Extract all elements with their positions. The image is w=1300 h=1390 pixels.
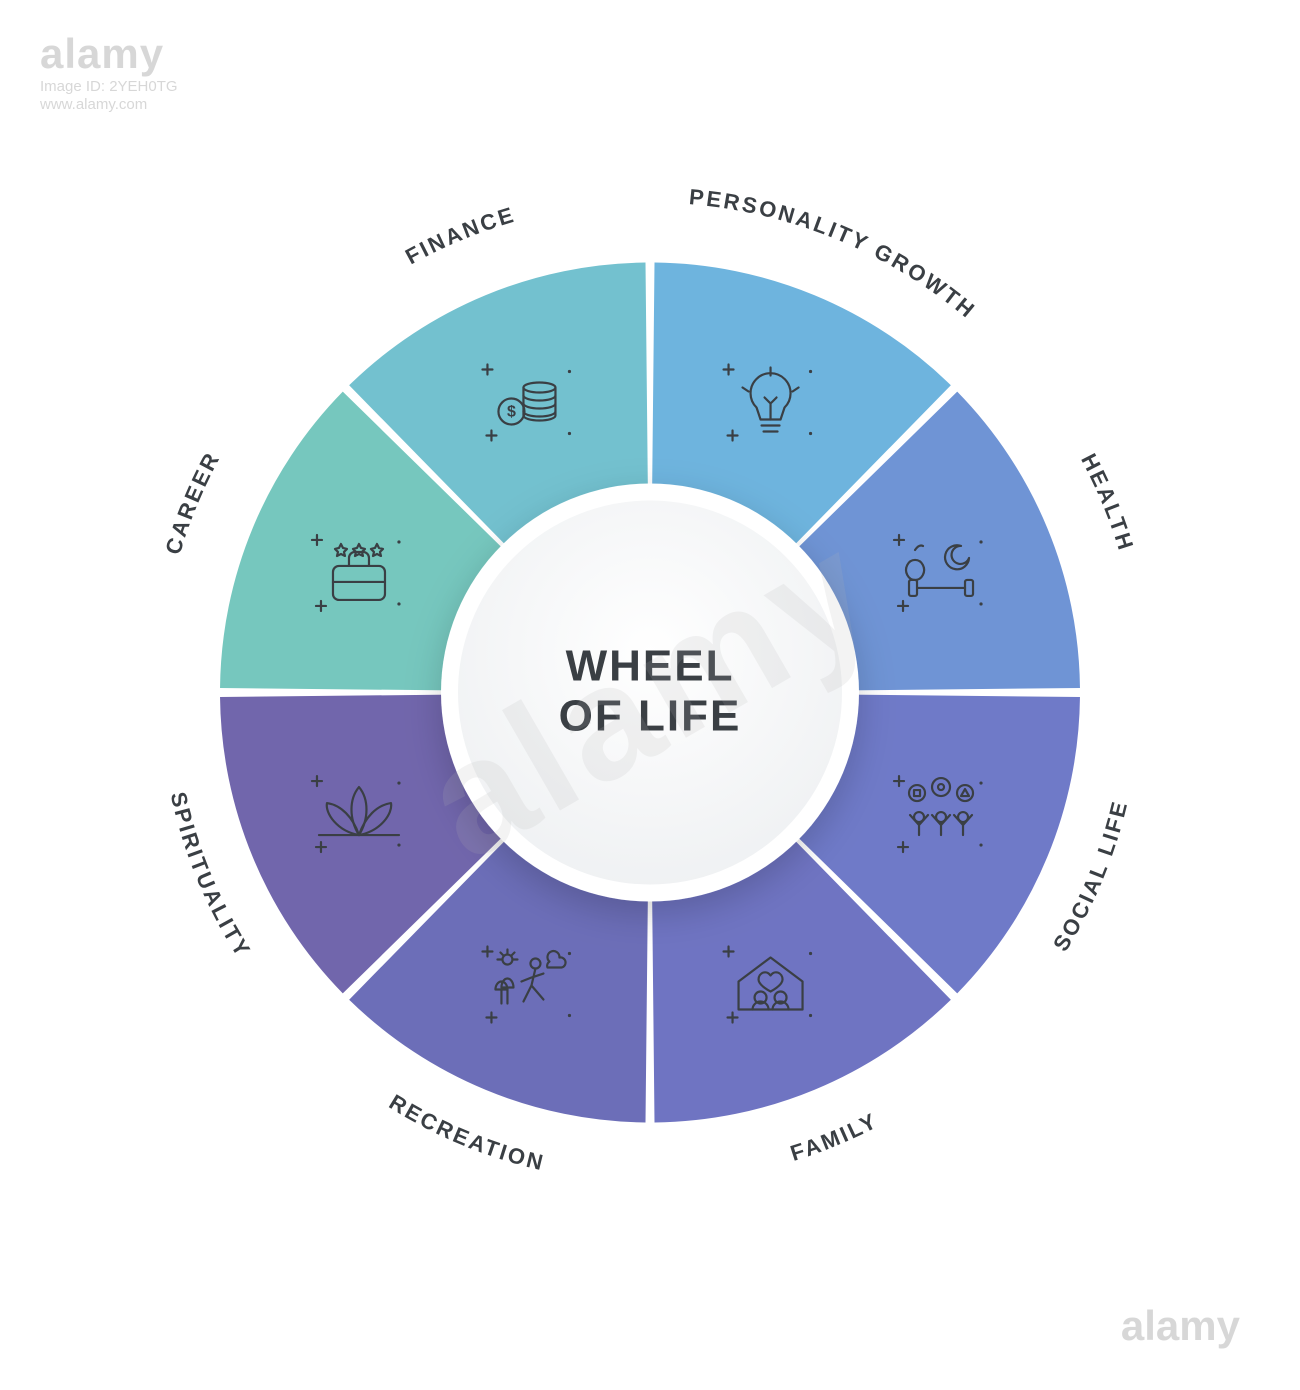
label-family: FAMILY xyxy=(787,1107,882,1165)
watermark-code: Image ID: 2YEH0TG xyxy=(40,78,178,95)
label-social: SOCIAL LIFE xyxy=(1048,797,1133,955)
label-health: HEALTH xyxy=(1076,449,1139,554)
watermark-url: www.alamy.com xyxy=(40,96,147,113)
wheel-diagram: PERSONALITY GROWTHHEALTHSOCIAL LIFEFAMIL… xyxy=(75,118,1225,1273)
title-line2: OF LIFE xyxy=(559,692,742,741)
watermark-brand-top: alamy xyxy=(40,30,164,78)
watermark-brand-bottom: alamy xyxy=(1121,1302,1240,1350)
svg-text:$: $ xyxy=(507,403,516,420)
label-career: CAREER xyxy=(160,447,225,557)
title-line1: WHEEL xyxy=(566,642,735,691)
label-finance: FINANCE xyxy=(401,202,518,270)
